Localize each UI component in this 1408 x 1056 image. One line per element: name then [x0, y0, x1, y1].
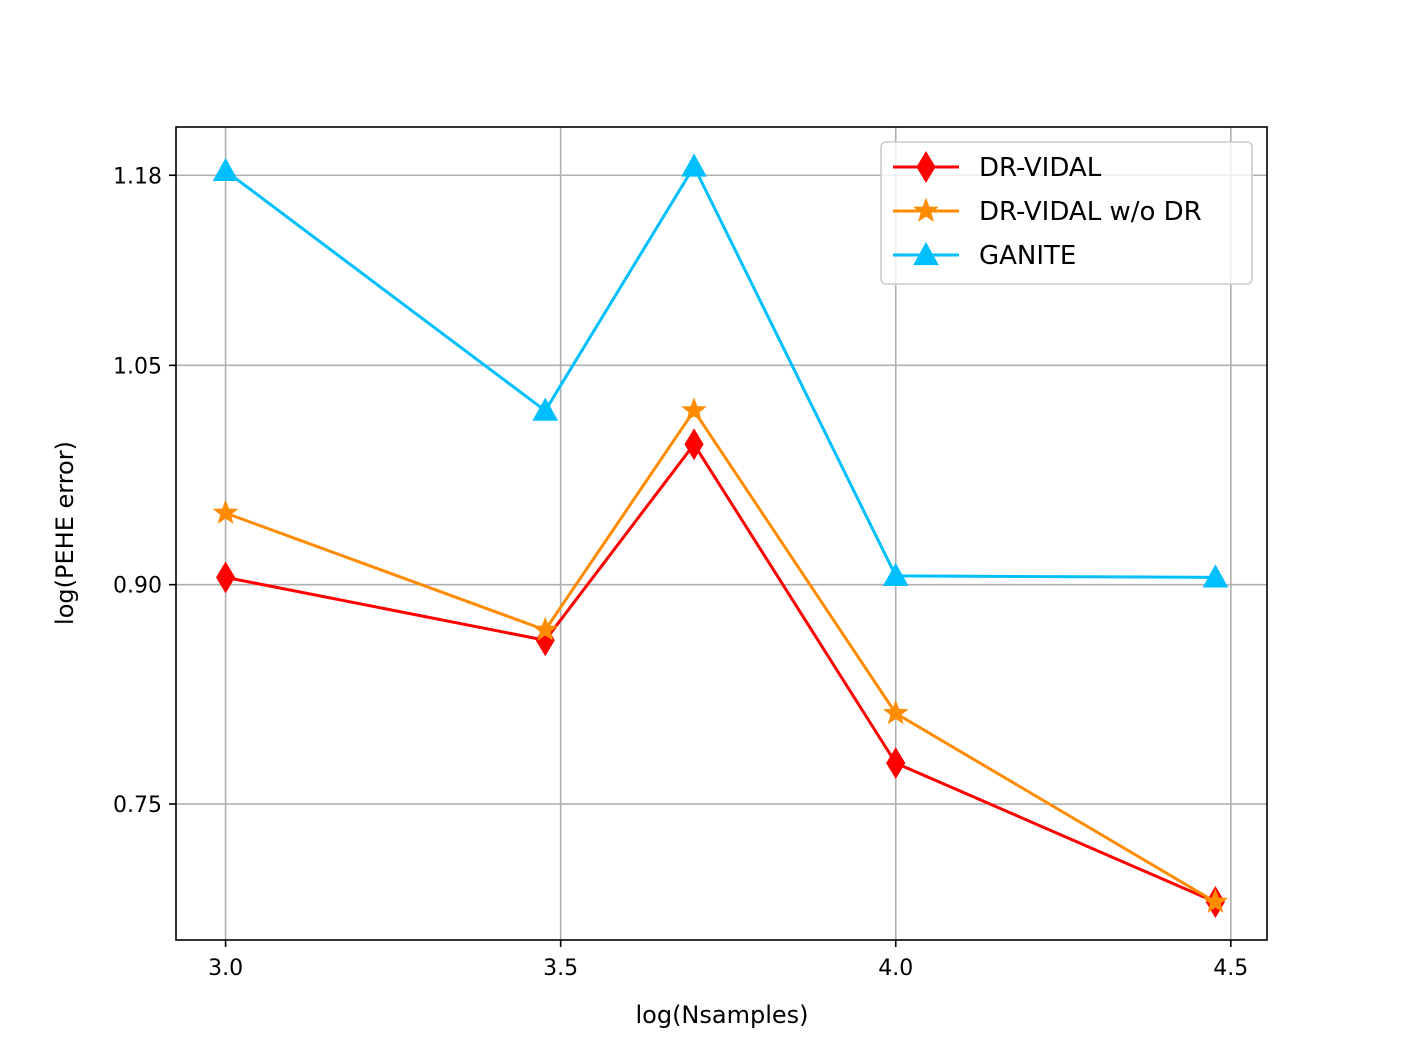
y-tick-label: 0.90: [113, 574, 162, 599]
data-point-ganite: [532, 397, 559, 421]
series-group: [212, 153, 1229, 918]
y-tick-label: 1.18: [113, 164, 162, 189]
x-axis-label: log(Nsamples): [635, 1001, 808, 1029]
y-axis-label: log(PEHE error): [51, 441, 79, 625]
data-point-dr-vidal-w-o-dr: [1202, 888, 1229, 913]
legend-label: DR-VIDAL w/o DR: [979, 197, 1202, 227]
data-point-dr-vidal-w-o-dr: [882, 699, 909, 725]
data-point-dr-vidal-w-o-dr: [681, 397, 707, 422]
legend: DR-VIDAL DR-VIDAL w/o DR GANITE: [880, 141, 1253, 285]
data-point-ganite: [681, 153, 707, 177]
x-tick-label: 3.5: [543, 956, 578, 981]
y-tick-label: 1.05: [113, 354, 162, 379]
legend-box: [880, 141, 1253, 285]
legend-item: DR-VIDAL w/o DR: [893, 197, 1202, 227]
data-point-dr-vidal: [684, 428, 704, 461]
series-dr-vidal-w-o-dr: [212, 397, 1229, 913]
legend-label: DR-VIDAL: [979, 153, 1102, 183]
data-point-ganite: [212, 157, 239, 181]
data-point-ganite: [1202, 564, 1229, 588]
legend-marker: [916, 151, 936, 183]
series-ganite: [212, 153, 1229, 588]
legend-marker: [913, 197, 939, 222]
ticks: 3.0 3.5 4.0 4.5 0.75 0.90 1.05 1.18: [113, 164, 1248, 981]
y-tick-label: 0.75: [113, 793, 162, 818]
legend-label: GANITE: [979, 241, 1076, 271]
data-point-dr-vidal: [886, 747, 906, 780]
legend-item: GANITE: [893, 241, 1076, 271]
legend-marker: [913, 241, 939, 266]
data-point-dr-vidal: [216, 561, 236, 594]
x-tick-label: 3.0: [208, 956, 243, 981]
plot-frame: [175, 126, 1268, 941]
x-tick-label: 4.0: [878, 956, 913, 981]
data-point-dr-vidal-w-o-dr: [212, 499, 239, 524]
legend-item: DR-VIDAL: [893, 151, 1102, 183]
data-point-ganite: [882, 562, 909, 587]
x-tick-label: 4.5: [1213, 956, 1248, 981]
data-point-dr-vidal-w-o-dr: [532, 616, 559, 641]
